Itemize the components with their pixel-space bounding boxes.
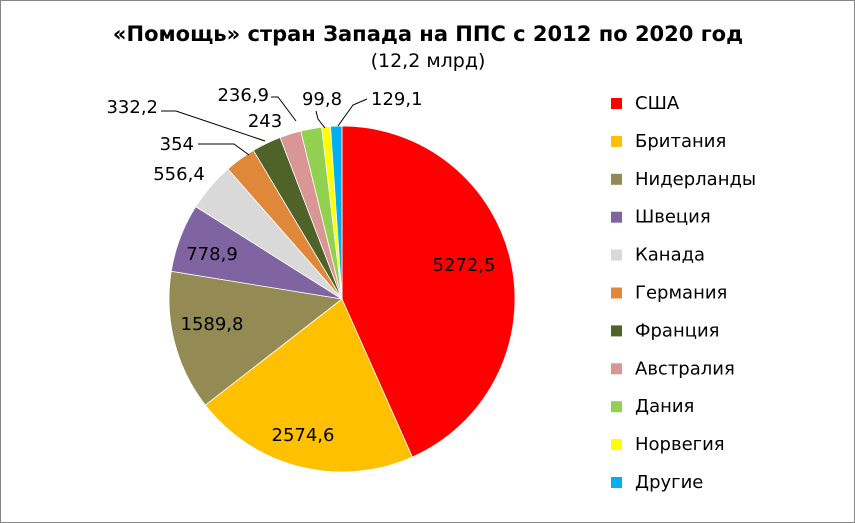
legend-entry: Германия <box>635 283 727 304</box>
legend-swatch <box>611 173 622 185</box>
data-label: 129,1 <box>371 89 423 110</box>
chart-subtitle: (12,2 млрд) <box>371 50 486 72</box>
legend-entry: Нидерланды <box>635 169 756 190</box>
legend-entry: Франция <box>635 320 720 341</box>
data-label: 778,9 <box>186 244 238 265</box>
leader-line <box>271 96 297 122</box>
data-label: 354 <box>160 134 194 155</box>
legend-swatch <box>611 439 622 451</box>
leader-lines <box>161 96 368 156</box>
data-label: 332,2 <box>106 97 158 118</box>
data-label: 2574,6 <box>272 425 335 446</box>
legend-swatch <box>611 477 622 488</box>
data-label: 243 <box>248 111 282 132</box>
pie-slice <box>330 125 343 300</box>
legend-entry: Норвегия <box>635 434 725 455</box>
legend-swatch <box>611 363 622 375</box>
legend-swatch <box>611 287 622 299</box>
legend-entry: Швеция <box>635 207 711 228</box>
legend: США Британия Нидерланды Швеция Канада Германи… <box>611 93 756 493</box>
legend-entry: Дания <box>635 396 694 417</box>
legend-swatch <box>611 211 622 223</box>
legend-entry: Канада <box>635 245 705 266</box>
legend-entry: Другие <box>635 472 703 493</box>
leader-line <box>161 110 266 142</box>
legend-swatch <box>611 249 622 261</box>
data-label: 99,8 <box>302 89 342 110</box>
pie-slice <box>341 125 516 458</box>
legend-entry: Австралия <box>635 358 735 379</box>
legend-swatch <box>611 135 622 147</box>
legend-swatch <box>611 325 622 337</box>
pie-slices <box>168 125 516 473</box>
leader-line <box>198 143 250 156</box>
pie-slice <box>168 270 343 406</box>
data-label: 236,9 <box>217 85 269 106</box>
data-label: 556,4 <box>153 164 205 185</box>
leader-line <box>337 98 368 127</box>
legend-entry: Британия <box>635 131 726 152</box>
chart-title: «Помощь» стран Запада на ППС с 2012 по 2… <box>113 22 743 46</box>
legend-entry: США <box>635 93 680 114</box>
leader-line <box>315 110 326 129</box>
legend-swatch <box>611 401 622 413</box>
legend-swatch <box>611 98 622 109</box>
data-label: 5272,5 <box>433 255 496 276</box>
pie-slice <box>204 298 413 473</box>
data-label: 1589,8 <box>181 314 244 335</box>
